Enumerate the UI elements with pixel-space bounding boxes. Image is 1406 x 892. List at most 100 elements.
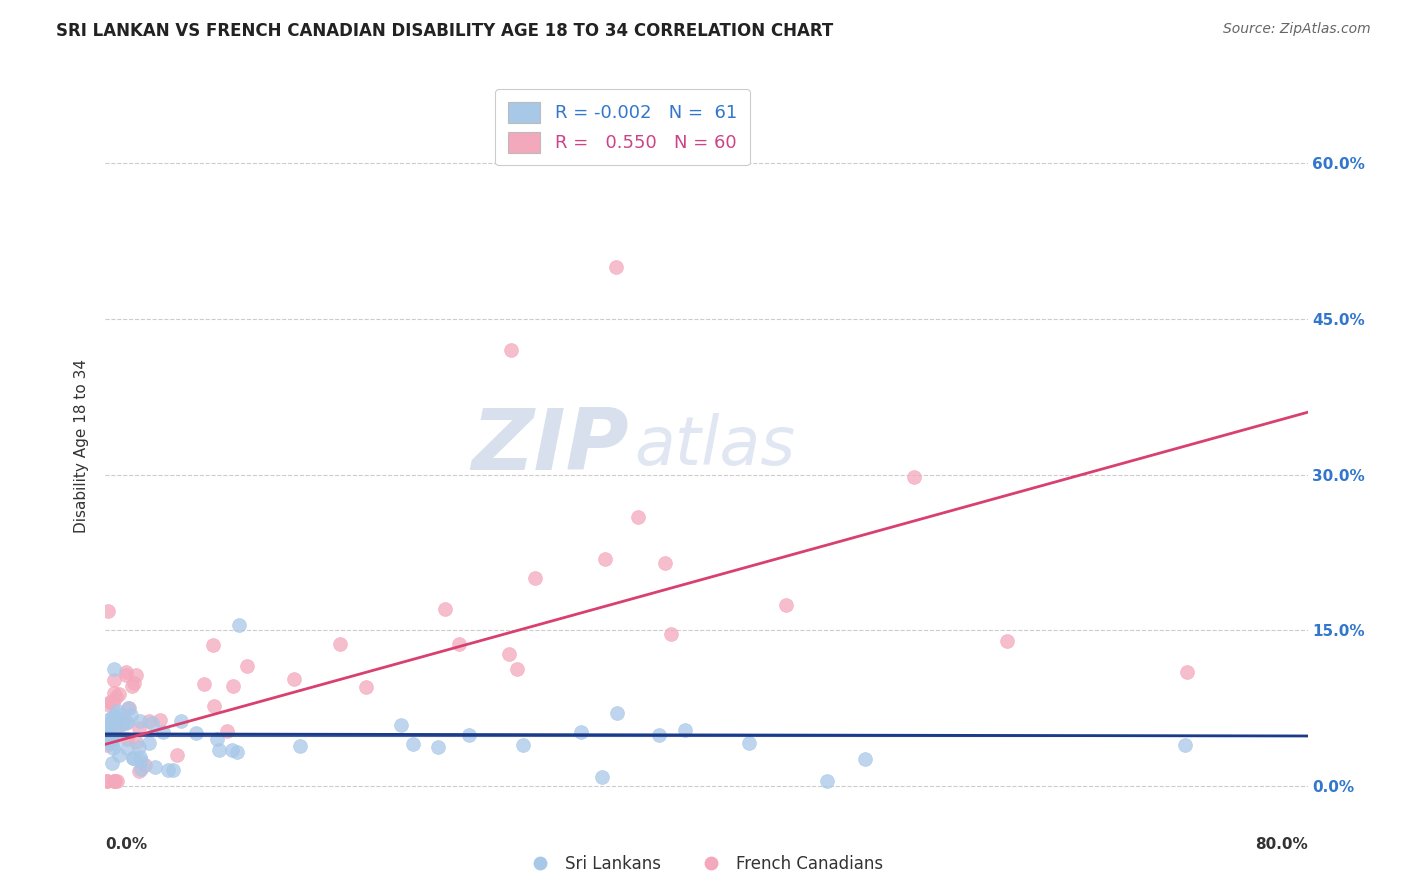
Point <box>129 762 152 776</box>
Point <box>98 722 121 736</box>
Point <box>738 735 761 749</box>
Point <box>101 756 124 770</box>
Point <box>501 343 523 357</box>
Point <box>236 658 259 673</box>
Point <box>115 714 138 729</box>
Point <box>128 750 150 764</box>
Point <box>101 740 124 755</box>
Point <box>134 757 156 772</box>
Text: atlas: atlas <box>634 413 796 479</box>
Point <box>124 735 146 749</box>
Point <box>121 680 143 694</box>
Point <box>117 701 139 715</box>
Point <box>222 679 245 693</box>
Point <box>138 737 160 751</box>
Point <box>96 736 118 750</box>
Point <box>141 716 163 731</box>
Point <box>97 720 120 734</box>
Point <box>201 639 224 653</box>
Point <box>107 712 129 726</box>
Point <box>96 698 118 712</box>
Point <box>103 686 125 700</box>
Point <box>815 773 838 788</box>
Point <box>108 748 131 763</box>
Point <box>149 714 172 728</box>
Point <box>434 602 457 616</box>
Point <box>115 732 138 747</box>
Point <box>170 714 193 728</box>
Point <box>96 773 118 788</box>
Point <box>97 714 120 728</box>
Point <box>569 725 592 739</box>
Point <box>103 662 125 676</box>
Point <box>647 728 669 742</box>
Point <box>512 738 534 752</box>
Point <box>101 736 124 750</box>
Point <box>166 748 188 763</box>
Text: SRI LANKAN VS FRENCH CANADIAN DISABILITY AGE 18 TO 34 CORRELATION CHART: SRI LANKAN VS FRENCH CANADIAN DISABILITY… <box>56 22 834 40</box>
Point <box>117 701 139 715</box>
Text: Source: ZipAtlas.com: Source: ZipAtlas.com <box>1223 22 1371 37</box>
Point <box>128 721 150 735</box>
Point <box>498 647 520 661</box>
Point <box>97 604 120 618</box>
Point <box>673 723 696 737</box>
Point <box>162 764 184 778</box>
Point <box>221 743 243 757</box>
Point <box>96 738 118 752</box>
Point <box>122 675 145 690</box>
Text: 0.0%: 0.0% <box>105 838 148 853</box>
Point <box>449 637 471 651</box>
Point <box>184 725 207 739</box>
Point <box>103 673 125 687</box>
Point <box>903 470 925 484</box>
Point <box>112 716 135 731</box>
Point <box>506 662 529 676</box>
Point <box>659 627 682 641</box>
Point <box>96 773 118 788</box>
Point <box>593 551 616 566</box>
Point <box>205 731 228 746</box>
Point <box>129 714 152 728</box>
Point <box>101 710 124 724</box>
Point <box>108 707 131 722</box>
Point <box>101 729 124 743</box>
Point <box>853 752 876 766</box>
Point <box>329 637 352 651</box>
Point <box>114 667 136 681</box>
Point <box>995 633 1018 648</box>
Point <box>202 699 225 714</box>
Point <box>1175 665 1198 679</box>
Text: 80.0%: 80.0% <box>1254 838 1308 853</box>
Point <box>427 740 450 755</box>
Point <box>122 750 145 764</box>
Point <box>143 760 166 774</box>
Point <box>1174 738 1197 752</box>
Point <box>605 260 627 274</box>
Point <box>105 773 128 788</box>
Point <box>115 741 138 756</box>
Point <box>290 739 312 753</box>
Legend: Sri Lankans, French Canadians: Sri Lankans, French Canadians <box>516 848 890 880</box>
Point <box>105 690 128 704</box>
Point <box>104 721 127 735</box>
Point <box>103 773 125 788</box>
Point <box>654 556 676 570</box>
Point <box>124 667 146 681</box>
Point <box>103 709 125 723</box>
Point <box>523 571 546 585</box>
Point <box>606 706 628 720</box>
Point <box>98 716 121 731</box>
Point <box>107 726 129 740</box>
Point <box>96 727 118 741</box>
Point <box>104 773 127 788</box>
Point <box>96 733 118 747</box>
Point <box>111 715 134 730</box>
Point <box>128 740 150 755</box>
Point <box>354 680 377 694</box>
Point <box>402 738 425 752</box>
Point <box>226 745 249 759</box>
Point <box>228 618 250 632</box>
Point <box>98 695 121 709</box>
Point <box>128 764 150 778</box>
